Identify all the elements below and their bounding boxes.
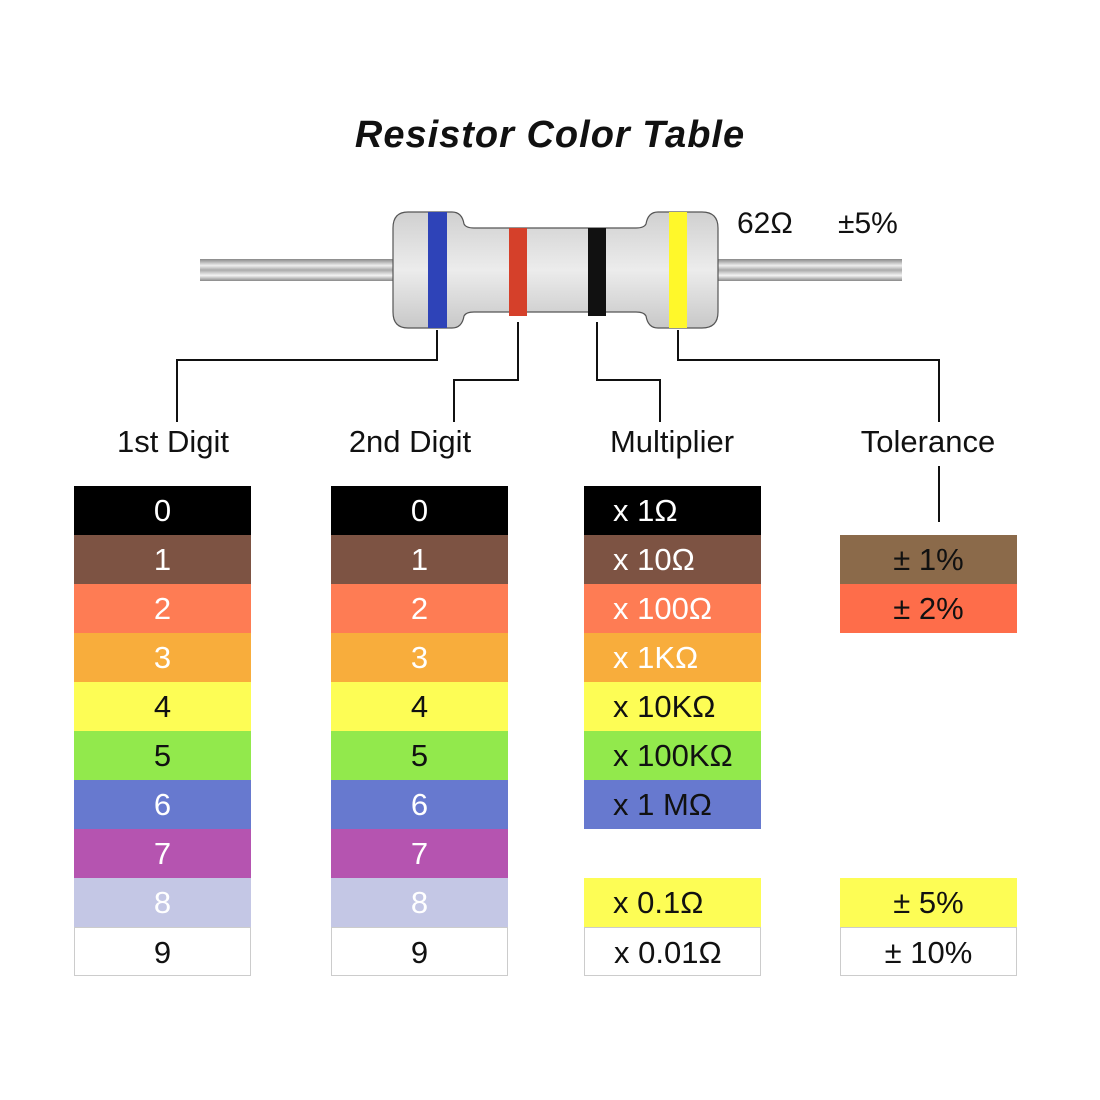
band-2-red bbox=[509, 228, 527, 316]
band-3-black bbox=[588, 228, 606, 316]
leader-line-tolerance bbox=[677, 330, 940, 422]
tolerance-row: ± 2% bbox=[840, 584, 1017, 633]
empty-slot bbox=[840, 682, 1017, 731]
digit2-row: 7 bbox=[331, 829, 508, 878]
digit2-row: 0 bbox=[331, 486, 508, 535]
digit2-row: 4 bbox=[331, 682, 508, 731]
leader-line-digit1 bbox=[176, 330, 438, 422]
multiplier-row: x 1Ω bbox=[584, 486, 761, 535]
header-multiplier: Multiplier bbox=[609, 424, 735, 459]
right-lead bbox=[710, 259, 902, 281]
digit1-row: 2 bbox=[74, 584, 251, 633]
digit2-row: 6 bbox=[331, 780, 508, 829]
resistor-body bbox=[392, 211, 719, 329]
multiplier-row: x 10KΩ bbox=[584, 682, 761, 731]
multiplier-column: x 1Ω x 10Ω x 100Ω x 1KΩ x 10KΩ x 100KΩ x 1 MΩ x… bbox=[584, 486, 761, 976]
digit1-row: 5 bbox=[74, 731, 251, 780]
digit2-row: 2 bbox=[331, 584, 508, 633]
resistance-value: 62Ω bbox=[737, 207, 793, 240]
digit2-row: 5 bbox=[331, 731, 508, 780]
empty-slot bbox=[840, 780, 1017, 829]
digit1-row: 7 bbox=[74, 829, 251, 878]
header-tolerance: Tolerance bbox=[860, 424, 996, 459]
digit2-row: 8 bbox=[331, 878, 508, 927]
digit1-row: 4 bbox=[74, 682, 251, 731]
digit1-row: 3 bbox=[74, 633, 251, 682]
page-title: Resistor Color Table bbox=[354, 114, 746, 156]
empty-slot bbox=[584, 829, 761, 878]
digit1-row: 0 bbox=[74, 486, 251, 535]
tolerance-row: ± 5% bbox=[840, 878, 1017, 927]
tolerance-column: ± 1% ± 2% ± 5% ± 10% bbox=[840, 486, 1017, 976]
empty-slot bbox=[840, 829, 1017, 878]
empty-slot bbox=[840, 731, 1017, 780]
tolerance-row: ± 1% bbox=[840, 535, 1017, 584]
tolerance-value: ±5% bbox=[838, 207, 898, 240]
multiplier-row: x 10Ω bbox=[584, 535, 761, 584]
leader-line-digit2 bbox=[453, 322, 519, 422]
tolerance-row: ± 10% bbox=[840, 927, 1017, 976]
empty-slot bbox=[840, 486, 1017, 535]
digit1-row: 1 bbox=[74, 535, 251, 584]
header-1st-digit: 1st Digit bbox=[117, 424, 229, 459]
left-lead bbox=[200, 259, 400, 281]
multiplier-row: x 1 MΩ bbox=[584, 780, 761, 829]
band-4-yellow bbox=[669, 212, 687, 328]
digit2-row: 9 bbox=[331, 927, 508, 976]
multiplier-row: x 0.01Ω bbox=[584, 927, 761, 976]
digit2-row: 3 bbox=[331, 633, 508, 682]
empty-slot bbox=[840, 633, 1017, 682]
multiplier-row: x 0.1Ω bbox=[584, 878, 761, 927]
band-1-blue bbox=[428, 212, 447, 328]
digit1-row: 8 bbox=[74, 878, 251, 927]
digit1-row: 6 bbox=[74, 780, 251, 829]
header-2nd-digit: 2nd Digit bbox=[348, 424, 472, 459]
multiplier-row: x 100Ω bbox=[584, 584, 761, 633]
digit1-row: 9 bbox=[74, 927, 251, 976]
multiplier-row: x 1KΩ bbox=[584, 633, 761, 682]
multiplier-row: x 100KΩ bbox=[584, 731, 761, 780]
digit2-row: 1 bbox=[331, 535, 508, 584]
leader-line-multiplier bbox=[596, 322, 661, 422]
